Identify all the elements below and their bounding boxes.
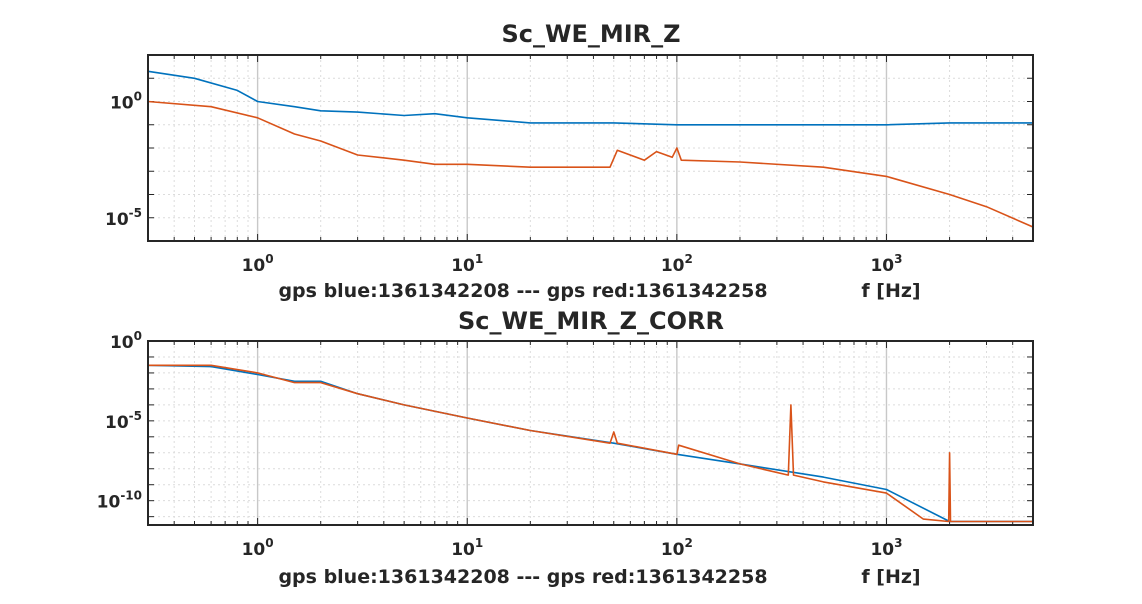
grid — [147, 54, 1034, 242]
y-tick-label: 10-5 — [105, 206, 142, 230]
series-line-blue — [147, 70, 1033, 126]
x-tick-label: 101 — [451, 252, 483, 276]
y-tick-label: 10-10 — [97, 489, 142, 513]
chart-title: Sc_WE_MIR_Z — [501, 20, 680, 48]
x-tick-label: 103 — [870, 252, 902, 276]
series-line-red — [147, 100, 1034, 228]
x-axis-unit-label: f [Hz] — [861, 280, 920, 302]
series-group — [147, 70, 1034, 228]
x-axis-label: gps blue:1361342208 --- gps red:13613422… — [278, 280, 767, 302]
plot-area — [147, 54, 1034, 242]
x-axis-label: gps blue:1361342208 --- gps red:13613422… — [278, 566, 767, 588]
x-tick-label: 100 — [242, 252, 274, 276]
y-tick-label: 100 — [110, 90, 142, 114]
x-tick-label: 102 — [661, 536, 693, 560]
plot-area — [147, 340, 1034, 526]
tick-labels: 100 101 102 103 10-10 10-5 100 — [97, 329, 903, 560]
x-axis-unit-label: f [Hz] — [861, 566, 920, 588]
series-group — [147, 364, 1033, 523]
tick-labels: 100 101 102 103 10-5 100 — [105, 90, 903, 277]
x-tick-label: 102 — [661, 252, 693, 276]
series-line-blue — [147, 364, 1033, 523]
y-tick-label: 100 — [110, 329, 142, 353]
subplot-top: Sc_WE_MIR_Z 100 101 102 103 10-5 100 gps blue… — [105, 20, 1034, 302]
chart-title: Sc_WE_MIR_Z_CORR — [458, 307, 724, 335]
series-line-red — [148, 364, 1033, 523]
x-tick-label: 101 — [451, 536, 483, 560]
x-tick-label: 100 — [242, 536, 274, 560]
subplot-bottom: Sc_WE_MIR_Z_CORR 100 101 102 10310-1010-510… — [97, 307, 1034, 588]
y-tick-label: 10-5 — [105, 409, 142, 433]
grid — [147, 340, 1034, 525]
x-tick-label: 103 — [870, 536, 902, 560]
